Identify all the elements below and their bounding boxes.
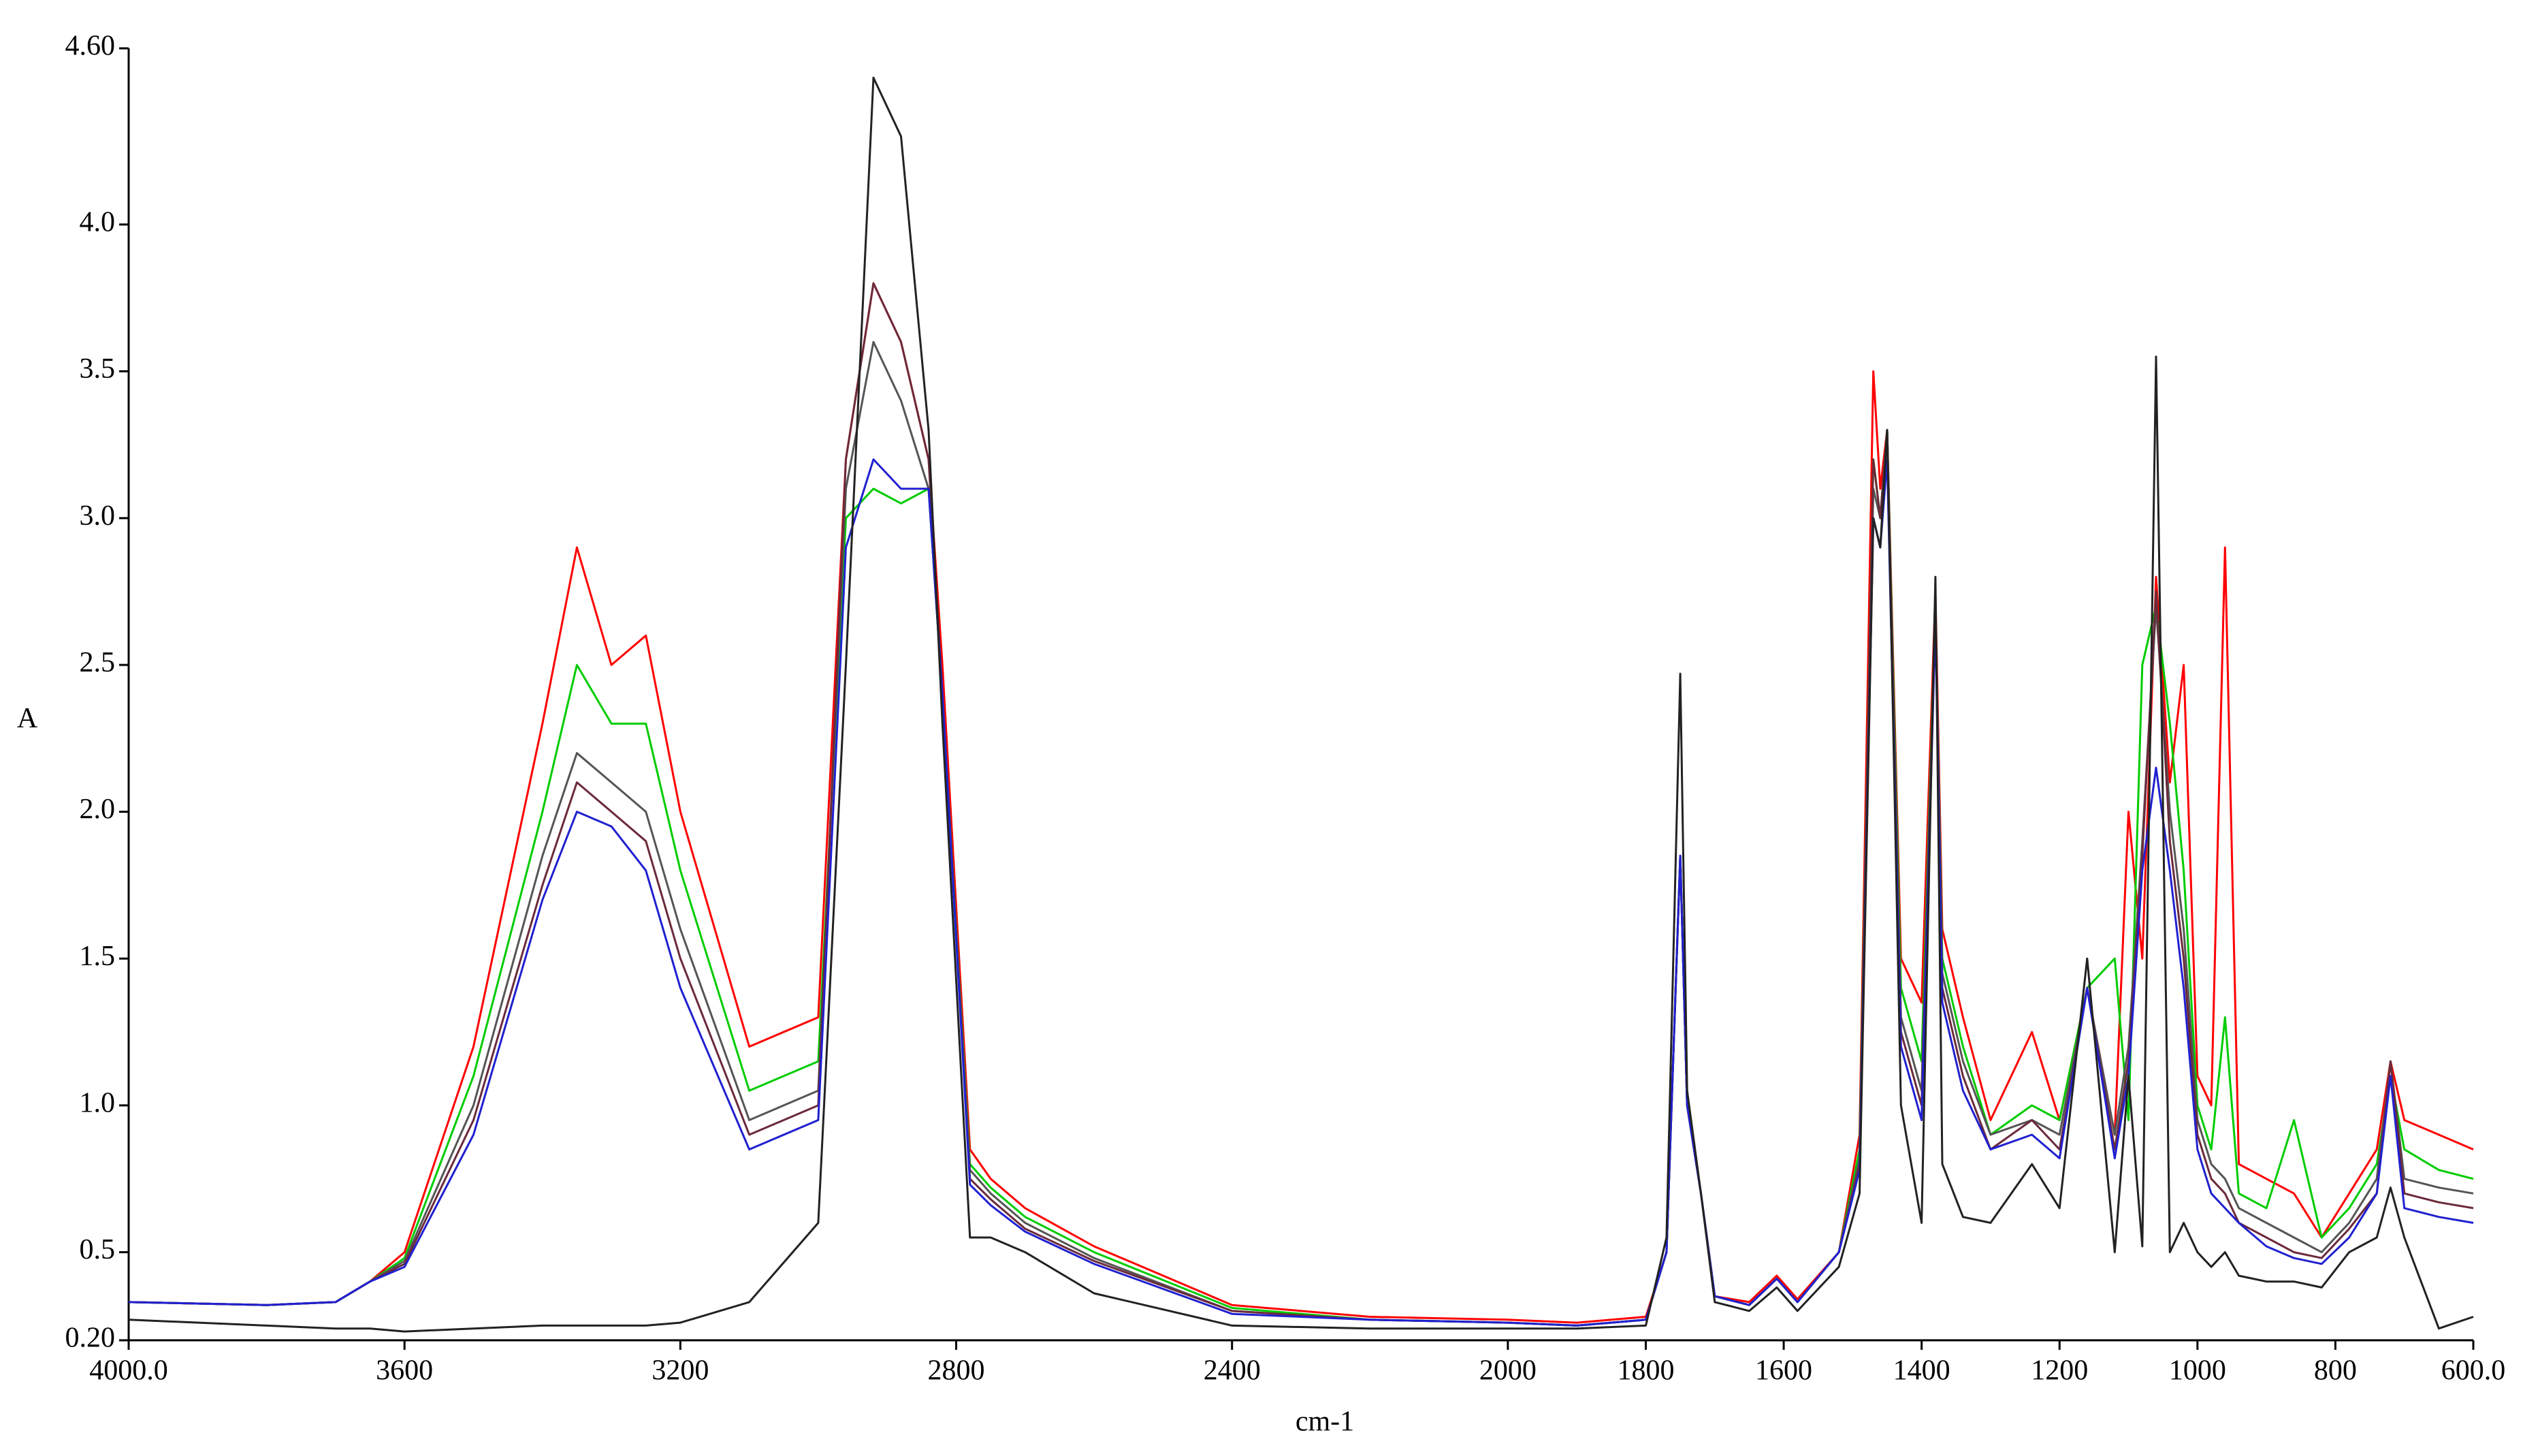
spectrum-line: [128, 429, 2474, 1327]
x-tick-label: 1000: [2169, 1355, 2226, 1387]
spectrum-line: [128, 458, 2474, 1327]
x-tick-label: 600.0: [2441, 1355, 2506, 1387]
x-tick-label: 1600: [1755, 1355, 1812, 1387]
y-tick-label: 4.0: [80, 206, 116, 238]
x-tick-label: 800: [2314, 1355, 2357, 1387]
y-tick-label: 2.5: [80, 647, 116, 679]
spectrum-line: [128, 282, 2474, 1324]
y-axis-label: A: [17, 703, 38, 734]
x-tick-label: 1200: [2031, 1355, 2088, 1387]
x-tick-label: 1800: [1617, 1355, 1674, 1387]
y-tick-label: 1.0: [80, 1088, 116, 1119]
x-tick-label: 3600: [376, 1355, 433, 1387]
y-tick-label: 4.60: [65, 31, 116, 62]
y-tick-label: 1.5: [80, 941, 116, 972]
x-tick-label: 2000: [1479, 1355, 1537, 1387]
y-tick-label: 2.0: [80, 794, 116, 825]
x-tick-label: 2400: [1204, 1355, 1261, 1387]
y-tick-label: 0.20: [65, 1323, 116, 1354]
y-tick-label: 3.0: [80, 500, 116, 532]
x-tick-label: 4000.0: [89, 1355, 168, 1387]
y-tick-label: 0.5: [80, 1234, 116, 1265]
x-tick-label: 2800: [928, 1355, 985, 1387]
x-axis-label: cm-1: [1296, 1406, 1354, 1438]
x-tick-label: 3200: [652, 1355, 709, 1387]
x-tick-label: 1400: [1893, 1355, 1950, 1387]
y-tick-label: 3.5: [80, 353, 116, 385]
spectrum-line: [128, 76, 2474, 1333]
spectrum-line: [128, 340, 2474, 1327]
